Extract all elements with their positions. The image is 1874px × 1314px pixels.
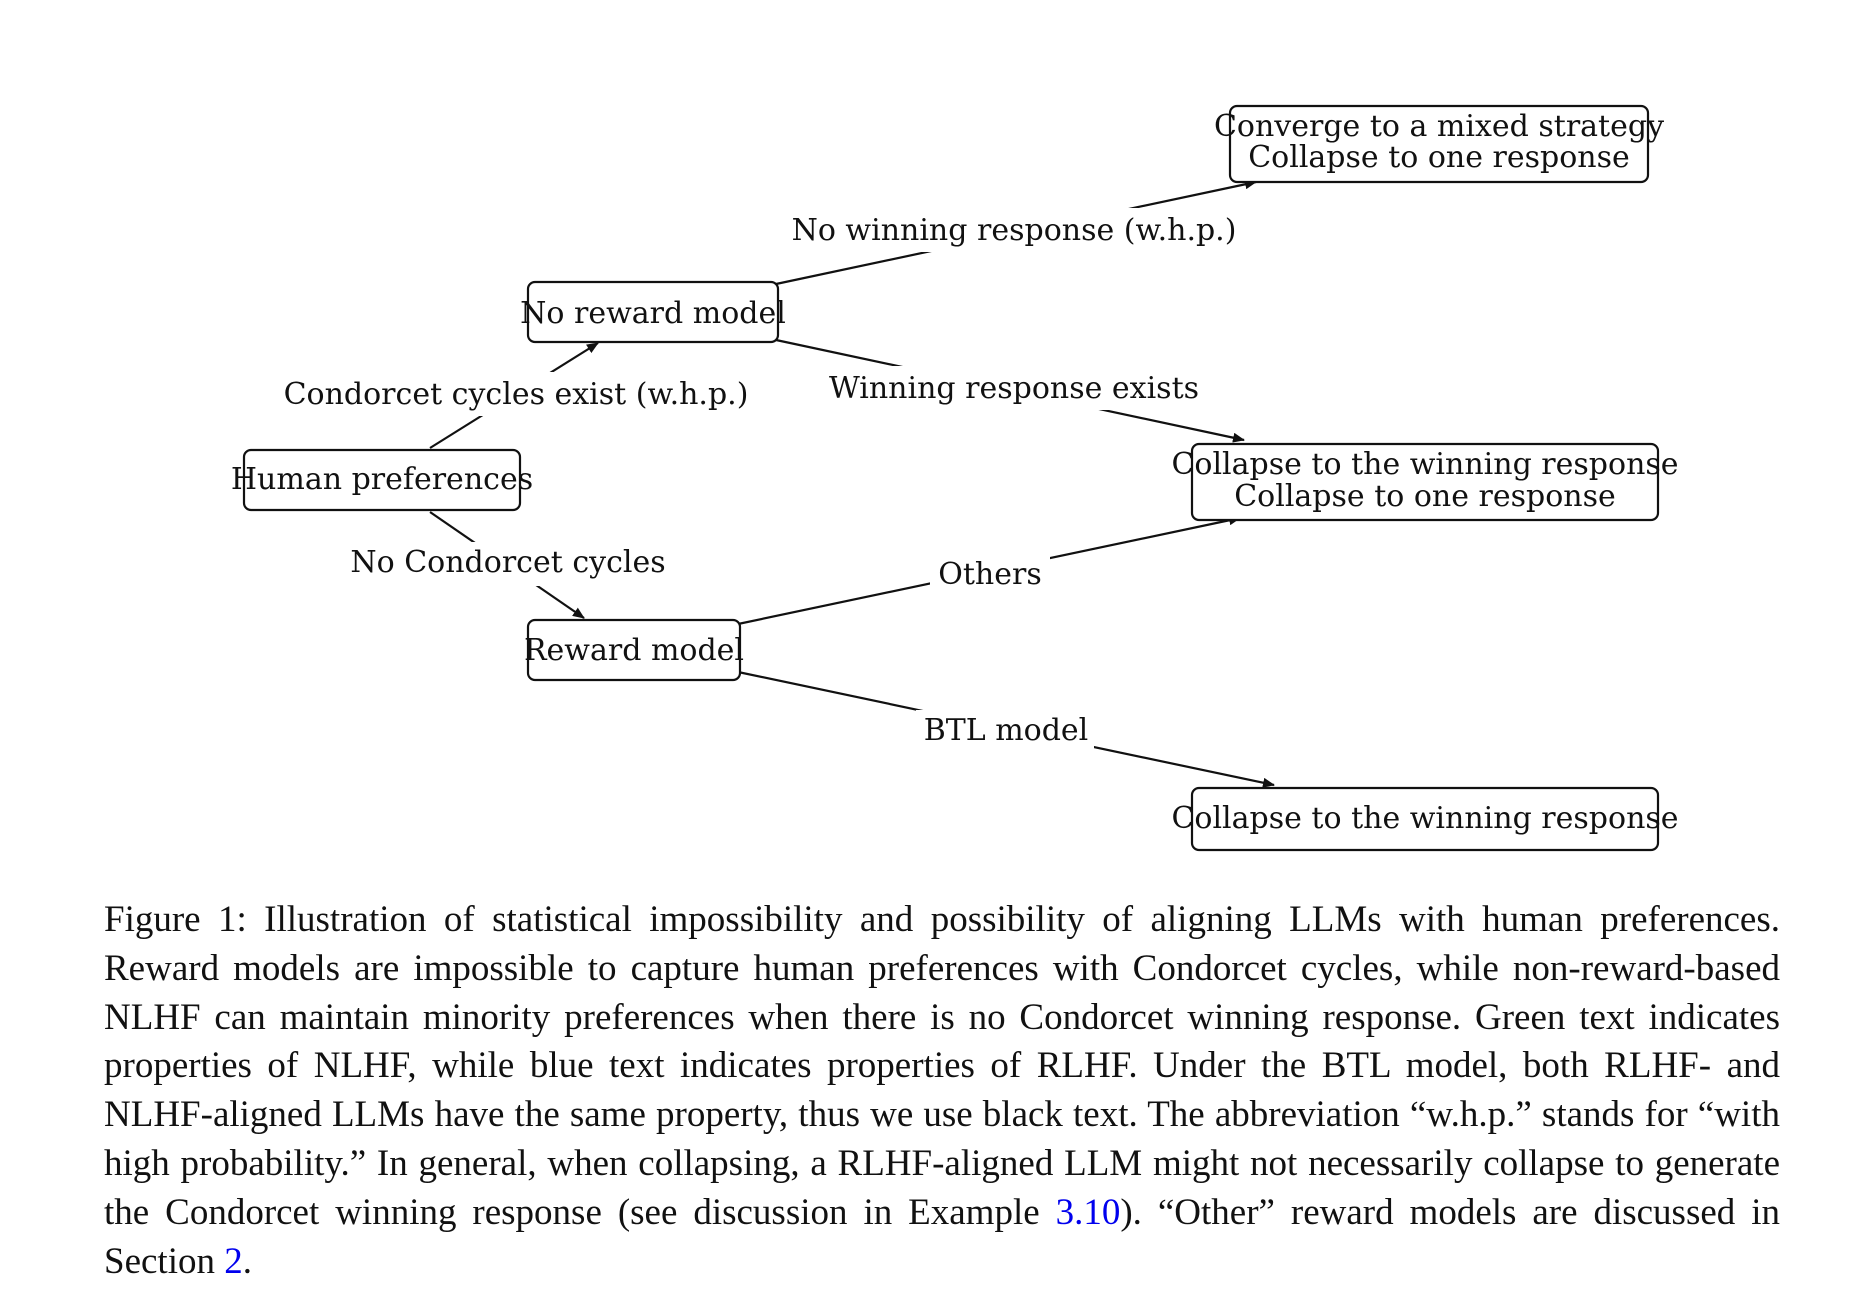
label-others: Others (938, 557, 1041, 592)
caption-text-1: Figure 1: Illustration of statistical im… (104, 899, 1780, 1233)
label-btl-model: BTL model (924, 713, 1089, 748)
label-condorcet-cycles-exist: Condorcet cycles exist (w.h.p.) (284, 377, 749, 412)
node-mixed-strategy: Converge to a mixed strategy Collapse to… (1214, 104, 1664, 184)
node-no-reward-model-label: No reward model (520, 296, 786, 331)
figure-caption: Figure 1: Illustration of statistical im… (104, 896, 1780, 1286)
node-human-preferences-label: Human preferences (231, 462, 533, 497)
node-winning-collapse: Collapse to the winning response Collaps… (1171, 442, 1679, 522)
section-reference-link[interactable]: 2 (224, 1240, 243, 1282)
decision-tree-diagram: Condorcet cycles exist (w.h.p.) No Condo… (231, 104, 1679, 852)
caption-text-2: ). “Other” reward models are discussed i… (104, 1191, 1780, 1282)
node-mixed-strategy-nlhf-label: Converge to a mixed strategy (1214, 109, 1664, 144)
caption-text-3: . (242, 1240, 252, 1282)
node-winning-collapse-nlhf-label: Collapse to the winning response (1171, 447, 1678, 482)
label-no-winning-response: No winning response (w.h.p.) (792, 213, 1237, 248)
node-no-reward-model: No reward model (520, 280, 786, 344)
edge-labels: Condorcet cycles exist (w.h.p.) No Condo… (284, 208, 1237, 754)
node-mixed-strategy-rlhf-label: Collapse to one response (1248, 140, 1630, 175)
node-reward-model-label: Reward model (524, 633, 744, 668)
node-btl-result: Collapse to the winning response (1171, 786, 1679, 852)
node-winning-collapse-rlhf-label: Collapse to one response (1234, 479, 1616, 514)
example-reference-link[interactable]: 3.10 (1055, 1191, 1121, 1233)
label-no-condorcet-cycles: No Condorcet cycles (350, 545, 665, 580)
node-reward-model: Reward model (524, 618, 744, 682)
node-human-preferences: Human preferences (231, 448, 533, 512)
label-winning-response-exists: Winning response exists (829, 371, 1199, 406)
node-btl-result-label: Collapse to the winning response (1171, 801, 1678, 836)
edges (429, 179, 1275, 788)
